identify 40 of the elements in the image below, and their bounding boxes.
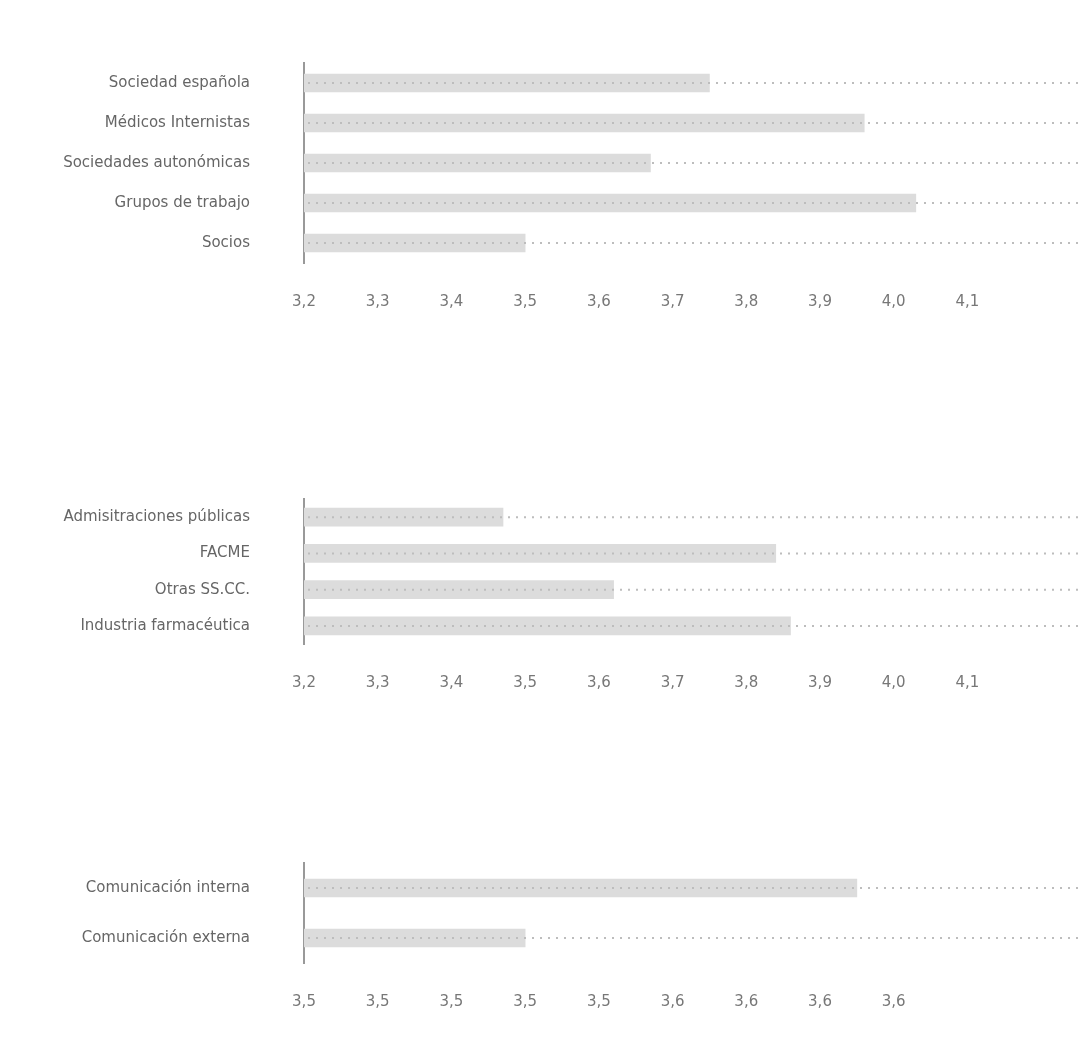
y-tick-label: Otras SS.CC. <box>154 579 250 598</box>
y-tick-label: Médicos Internistas <box>104 112 251 131</box>
x-tick-label: 3,6 <box>660 991 685 1010</box>
x-tick-label: 3,4 <box>439 672 464 691</box>
x-tick-label: 3,5 <box>586 991 611 1010</box>
x-tick-label: 3,6 <box>586 291 611 310</box>
y-tick-label: Admisitraciones públicas <box>63 507 251 526</box>
x-tick-label: 3,3 <box>365 672 390 691</box>
y-tick-label: Sociedades autonómicas <box>63 152 251 171</box>
x-tick-label: 3,2 <box>292 672 316 691</box>
x-tick-label: 3,5 <box>513 991 538 1010</box>
y-tick-label: Comunicación interna <box>85 877 250 896</box>
x-tick-label: 3,9 <box>808 672 832 691</box>
x-tick-label: 3,9 <box>808 291 832 310</box>
x-tick-label: 3,5 <box>513 672 538 691</box>
x-tick-label: 3,6 <box>881 991 906 1010</box>
x-tick-label: 4,1 <box>955 291 980 310</box>
x-tick-label: 4,0 <box>881 291 906 310</box>
y-tick-label: Grupos de trabajo <box>114 192 250 211</box>
x-tick-label: 4,1 <box>955 672 980 691</box>
x-tick-label: 3,4 <box>439 291 464 310</box>
x-tick-label: 3,6 <box>734 991 759 1010</box>
y-tick-label: Industria farmacéutica <box>80 615 250 634</box>
y-tick-label: FACME <box>199 543 250 562</box>
y-tick-label: Sociedad española <box>108 72 250 91</box>
x-tick-label: 3,8 <box>734 291 759 310</box>
x-tick-label: 3,5 <box>365 991 390 1010</box>
x-tick-label: 3,5 <box>292 991 316 1010</box>
x-tick-label: 3,3 <box>365 291 390 310</box>
y-tick-label: Comunicación externa <box>81 927 250 946</box>
x-tick-label: 3,6 <box>586 672 611 691</box>
x-tick-label: 3,7 <box>660 291 685 310</box>
x-tick-label: 3,5 <box>439 991 464 1010</box>
x-tick-label: 3,7 <box>660 672 685 691</box>
x-tick-label: 3,6 <box>808 991 832 1010</box>
x-tick-label: 4,0 <box>881 672 906 691</box>
x-tick-label: 3,2 <box>292 291 316 310</box>
x-tick-label: 3,5 <box>513 291 538 310</box>
x-tick-label: 3,8 <box>734 672 759 691</box>
y-tick-label: Socios <box>201 232 251 251</box>
